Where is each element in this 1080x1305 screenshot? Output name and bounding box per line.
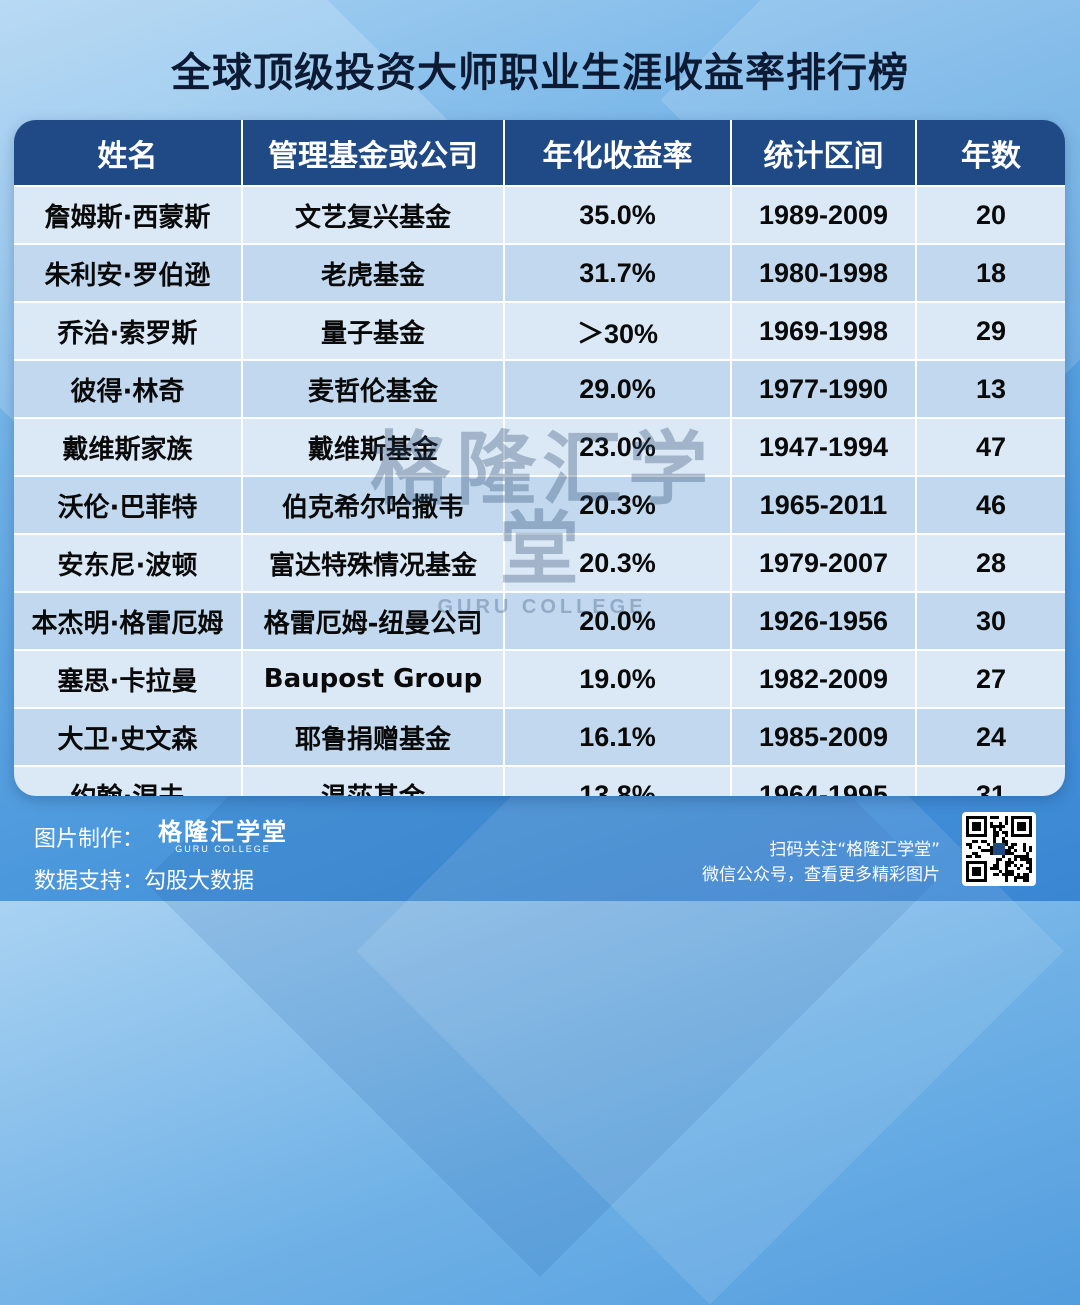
- table-header-row: 姓名 管理基金或公司 年化收益率 统计区间 年数: [14, 120, 1065, 186]
- cell-return: 20.3%: [504, 533, 732, 592]
- ranking-table: 姓名 管理基金或公司 年化收益率 统计区间 年数 詹姆斯·西蒙斯 文艺复兴基金 35…: [14, 120, 1065, 796]
- cell-period: 1964-1995: [731, 765, 917, 796]
- cell-return: 19.0%: [504, 649, 732, 708]
- cell-years: 27: [916, 649, 1065, 708]
- cell-period: 1969-1998: [731, 301, 917, 360]
- cell-return: 31.7%: [504, 243, 732, 302]
- footer-scan-note: 扫码关注“格隆汇学堂” 微信公众号，查看更多精彩图片: [702, 838, 940, 888]
- cell-name: 约翰·涅夫: [14, 765, 243, 796]
- cell-return: 13.8%: [504, 765, 732, 796]
- cell-name: 彼得·林奇: [14, 359, 243, 418]
- cell-period: 1979-2007: [731, 533, 917, 592]
- cell-fund: 麦哲伦基金: [242, 359, 505, 418]
- cell-name: 本杰明·格雷厄姆: [14, 591, 243, 650]
- cell-fund: 文艺复兴基金: [242, 185, 505, 244]
- cell-name: 朱利安·罗伯逊: [14, 243, 243, 302]
- table-row: 本杰明·格雷厄姆 格雷厄姆-纽曼公司 20.0% 1926-1956 30: [14, 591, 1065, 650]
- cell-name: 安东尼·波顿: [14, 533, 243, 592]
- footer-credits: 图片制作： 格隆汇学堂 GURU COLLEGE 数据支持：勾股大数据: [34, 816, 288, 900]
- cell-period: 1926-1956: [731, 591, 917, 650]
- table-row: 詹姆斯·西蒙斯 文艺复兴基金 35.0% 1989-2009 20: [14, 185, 1065, 244]
- cell-name: 乔治·索罗斯: [14, 301, 243, 360]
- cell-fund: Baupost Group: [242, 649, 505, 708]
- cell-name: 塞思·卡拉曼: [14, 649, 243, 708]
- cell-years: 20: [916, 185, 1065, 244]
- cell-years: 47: [916, 417, 1065, 476]
- table-row: 沃伦·巴菲特 伯克希尔哈撒韦 20.3% 1965-2011 46: [14, 475, 1065, 534]
- qr-code-icon[interactable]: [962, 812, 1036, 886]
- cell-fund: 温莎基金: [242, 765, 505, 796]
- cell-years: 29: [916, 301, 1065, 360]
- cell-period: 1980-1998: [731, 243, 917, 302]
- cell-fund: 耶鲁捐赠基金: [242, 707, 505, 766]
- header-return: 年化收益率: [504, 120, 732, 186]
- table-row: 戴维斯家族 戴维斯基金 23.0% 1947-1994 47: [14, 417, 1065, 476]
- table-row: 大卫·史文森 耶鲁捐赠基金 16.1% 1985-2009 24: [14, 707, 1065, 766]
- cell-return: ＞30%: [504, 301, 732, 360]
- table-row: 安东尼·波顿 富达特殊情况基金 20.3% 1979-2007 28: [14, 533, 1065, 592]
- cell-fund: 富达特殊情况基金: [242, 533, 505, 592]
- table-row: 彼得·林奇 麦哲伦基金 29.0% 1977-1990 13: [14, 359, 1065, 418]
- cell-return: 20.3%: [504, 475, 732, 534]
- header-years: 年数: [916, 120, 1065, 186]
- cell-years: 13: [916, 359, 1065, 418]
- cell-fund: 量子基金: [242, 301, 505, 360]
- cell-period: 1989-2009: [731, 185, 917, 244]
- header-fund: 管理基金或公司: [242, 120, 505, 186]
- cell-return: 35.0%: [504, 185, 732, 244]
- cell-fund: 伯克希尔哈撒韦: [242, 475, 505, 534]
- cell-fund: 格雷厄姆-纽曼公司: [242, 591, 505, 650]
- cell-years: 30: [916, 591, 1065, 650]
- cell-period: 1965-2011: [731, 475, 917, 534]
- ranking-table-container: 姓名 管理基金或公司 年化收益率 统计区间 年数 詹姆斯·西蒙斯 文艺复兴基金 35…: [14, 120, 1065, 796]
- cell-period: 1977-1990: [731, 359, 917, 418]
- cell-years: 31: [916, 765, 1065, 796]
- cell-name: 大卫·史文森: [14, 707, 243, 766]
- table-row: 塞思·卡拉曼 Baupost Group 19.0% 1982-2009 27: [14, 649, 1065, 708]
- cell-period: 1985-2009: [731, 707, 917, 766]
- cell-return: 20.0%: [504, 591, 732, 650]
- cell-name: 詹姆斯·西蒙斯: [14, 185, 243, 244]
- cell-name: 沃伦·巴菲特: [14, 475, 243, 534]
- made-by-label: 图片制作：: [34, 827, 145, 852]
- footer-data-source: 数据支持：勾股大数据: [34, 869, 255, 894]
- cell-period: 1982-2009: [731, 649, 917, 708]
- qr-code-graphic: [966, 816, 1032, 882]
- cell-fund: 戴维斯基金: [242, 417, 505, 476]
- cell-years: 18: [916, 243, 1065, 302]
- cell-return: 16.1%: [504, 707, 732, 766]
- scan-line-2: 微信公众号，查看更多精彩图片: [702, 865, 940, 885]
- cell-return: 29.0%: [504, 359, 732, 418]
- cell-years: 28: [916, 533, 1065, 592]
- brand-logo: 格隆汇学堂 GURU COLLEGE: [158, 820, 288, 854]
- cell-years: 24: [916, 707, 1065, 766]
- cell-name: 戴维斯家族: [14, 417, 243, 476]
- table-row: 朱利安·罗伯逊 老虎基金 31.7% 1980-1998 18: [14, 243, 1065, 302]
- footer-made-by: 图片制作： 格隆汇学堂 GURU COLLEGE: [34, 816, 288, 858]
- header-period: 统计区间: [731, 120, 917, 186]
- logo-sub-text: GURU COLLEGE: [175, 844, 271, 854]
- cell-return: 23.0%: [504, 417, 732, 476]
- logo-main-text: 格隆汇学堂: [158, 818, 289, 846]
- cell-period: 1947-1994: [731, 417, 917, 476]
- cell-fund: 老虎基金: [242, 243, 505, 302]
- table-row: 乔治·索罗斯 量子基金 ＞30% 1969-1998 29: [14, 301, 1065, 360]
- scan-line-1: 扫码关注“格隆汇学堂”: [769, 840, 940, 860]
- cell-years: 46: [916, 475, 1065, 534]
- page-title: 全球顶级投资大师职业生涯收益率排行榜: [171, 50, 909, 96]
- header-name: 姓名: [14, 120, 243, 186]
